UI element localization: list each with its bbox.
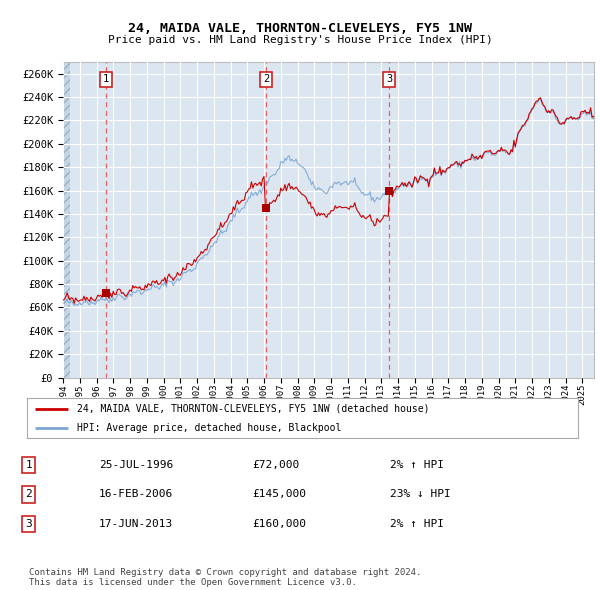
Text: 24, MAIDA VALE, THORNTON-CLEVELEYS, FY5 1NW (detached house): 24, MAIDA VALE, THORNTON-CLEVELEYS, FY5 … bbox=[77, 404, 429, 414]
Text: £72,000: £72,000 bbox=[252, 460, 299, 470]
Text: £160,000: £160,000 bbox=[252, 519, 306, 529]
Text: 3: 3 bbox=[386, 74, 392, 84]
Text: 2: 2 bbox=[25, 490, 32, 499]
Text: Price paid vs. HM Land Registry's House Price Index (HPI): Price paid vs. HM Land Registry's House … bbox=[107, 35, 493, 44]
Text: 23% ↓ HPI: 23% ↓ HPI bbox=[390, 490, 451, 499]
Text: 2% ↑ HPI: 2% ↑ HPI bbox=[390, 519, 444, 529]
Text: 25-JUL-1996: 25-JUL-1996 bbox=[99, 460, 173, 470]
Text: 24, MAIDA VALE, THORNTON-CLEVELEYS, FY5 1NW: 24, MAIDA VALE, THORNTON-CLEVELEYS, FY5 … bbox=[128, 22, 472, 35]
Text: 16-FEB-2006: 16-FEB-2006 bbox=[99, 490, 173, 499]
Text: HPI: Average price, detached house, Blackpool: HPI: Average price, detached house, Blac… bbox=[77, 423, 341, 432]
Bar bbox=[63, 62, 70, 378]
Text: 2% ↑ HPI: 2% ↑ HPI bbox=[390, 460, 444, 470]
Text: 1: 1 bbox=[25, 460, 32, 470]
Text: 17-JUN-2013: 17-JUN-2013 bbox=[99, 519, 173, 529]
Text: 2: 2 bbox=[263, 74, 269, 84]
Text: 1: 1 bbox=[103, 74, 109, 84]
Text: 3: 3 bbox=[25, 519, 32, 529]
Text: Contains HM Land Registry data © Crown copyright and database right 2024.
This d: Contains HM Land Registry data © Crown c… bbox=[29, 568, 421, 587]
Text: £145,000: £145,000 bbox=[252, 490, 306, 499]
